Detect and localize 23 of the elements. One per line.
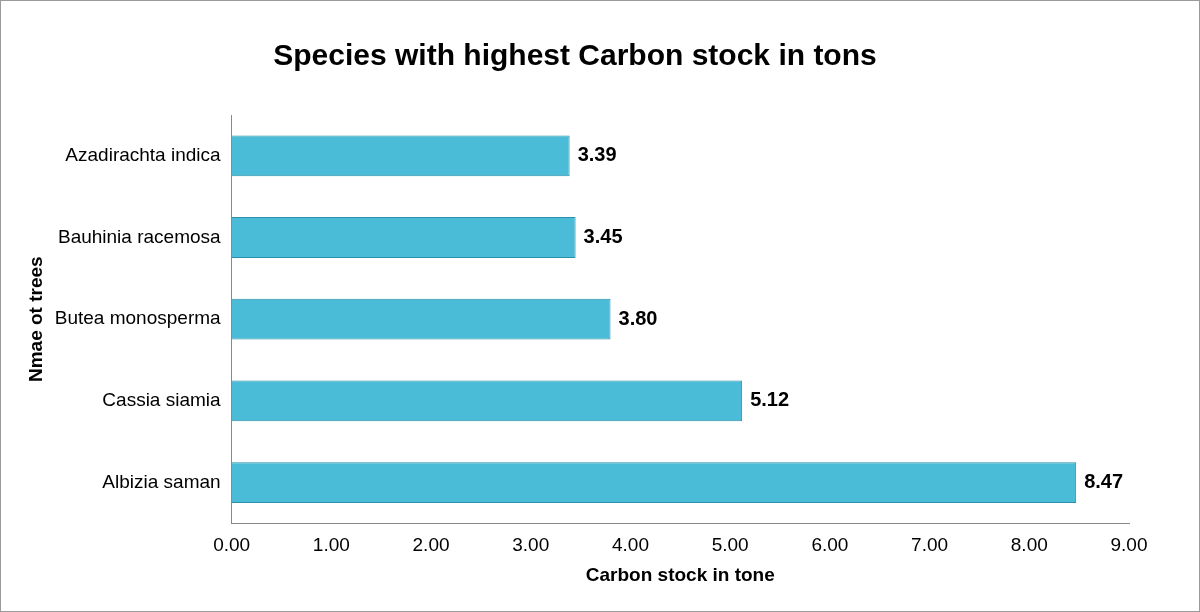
x-tick-label: 4.00 [611,534,649,556]
data-label: 3.45 [583,225,623,248]
x-tick-label: 2.00 [412,534,450,556]
data-label: 3.80 [618,306,658,329]
x-tick-label: 8.00 [1010,534,1048,556]
data-label: 5.12 [750,388,790,411]
y-tick-label: Bauhinia racemosa [57,225,222,247]
x-tick-label: 5.00 [711,534,749,556]
x-tick-label: 1.00 [312,534,350,556]
x-tick-label: 7.00 [911,534,949,556]
y-tick-label: Azadirachta indica [65,144,222,166]
x-tick-label: 3.00 [512,534,550,556]
y-tick-label: Butea monosperma [54,307,222,329]
data-label: 8.47 [1084,470,1124,493]
y-tick-label: Cassia siamia [102,389,222,411]
y-axis-title: Nmae ot trees [24,256,46,383]
x-axis-title: Carbon stock in tone [585,563,775,585]
data-label: 3.39 [577,143,617,166]
x-tick-label: 0.00 [213,534,251,556]
y-tick-label: Albizia saman [102,470,221,492]
chart-title: Species with highest Carbon stock in tons [273,38,877,72]
x-tick-label: 6.00 [811,534,849,556]
x-tick-label: 9.00 [1110,534,1148,556]
